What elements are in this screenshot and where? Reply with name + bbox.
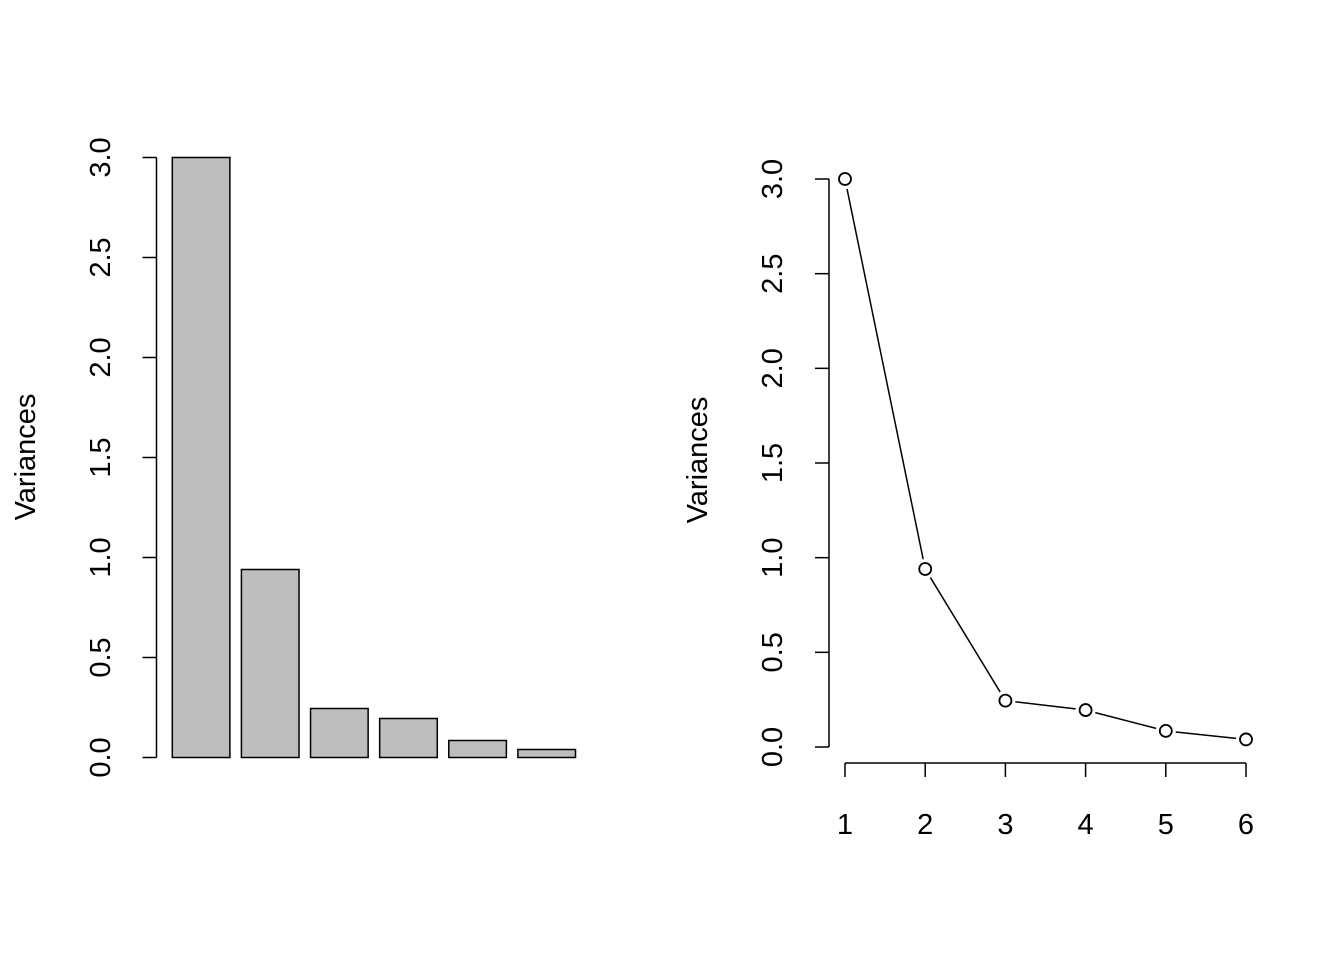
barplot-y-tick-label: 1.5 xyxy=(85,437,117,477)
bar xyxy=(171,156,231,759)
bar xyxy=(309,707,369,759)
line-segment xyxy=(1095,711,1157,730)
lineplot-x-tick-label: 6 xyxy=(1238,809,1254,841)
barplot-y-tick-label: 0.0 xyxy=(85,737,117,777)
lineplot-y-tick-label: 2.0 xyxy=(757,348,789,388)
lineplot-x-tick-label: 1 xyxy=(837,809,853,841)
line-segment xyxy=(846,188,924,560)
lineplot-y-tick-label: 3.0 xyxy=(757,159,789,199)
lineplot-y-tick-label: 1.5 xyxy=(757,443,789,483)
barplot-y-tick-label: 2.5 xyxy=(85,237,117,277)
data-point xyxy=(918,562,933,576)
lineplot-panel: Variances 0.0 0.5 1.0 1.5 2.0 2.5 3.0 1 2 3 4 5 6 xyxy=(682,159,1254,841)
bar xyxy=(240,568,300,759)
lineplot-y-tick-label: 0.0 xyxy=(757,727,789,767)
barplot-y-tick-label: 1.0 xyxy=(85,537,117,577)
bar xyxy=(448,739,508,759)
lineplot-x-tick-label: 4 xyxy=(1078,809,1094,841)
data-point xyxy=(838,172,852,186)
bar xyxy=(517,748,577,759)
data-point xyxy=(1158,724,1173,738)
bar xyxy=(378,717,439,759)
lineplot-x-tick-label: 2 xyxy=(917,809,933,841)
lineplot-x-tick-label: 3 xyxy=(997,809,1013,841)
line-segment xyxy=(1015,701,1076,710)
barplot-y-tick-label: 0.5 xyxy=(85,637,117,677)
barplot-y-tick-label: 3.0 xyxy=(85,137,117,177)
lineplot-y-tick-label: 1.0 xyxy=(757,538,789,578)
data-point xyxy=(1239,732,1253,747)
barplot-y-axis-title: Variances xyxy=(10,394,42,521)
lineplot-y-tick-label: 2.5 xyxy=(757,254,789,294)
lineplot-y-tick-label: 0.5 xyxy=(757,632,789,672)
line-segment xyxy=(929,577,1001,693)
data-point xyxy=(1078,703,1093,717)
lineplot-x-tick-label: 5 xyxy=(1158,809,1174,841)
barplot-panel: Variances 0.0 0.5 1.0 1.5 2.0 2.5 3.0 xyxy=(10,137,577,778)
barplot-y-tick-label: 2.0 xyxy=(85,337,117,377)
line-segment xyxy=(1175,731,1237,740)
lineplot-y-axis-title: Variances xyxy=(682,397,714,524)
data-point xyxy=(998,693,1013,708)
